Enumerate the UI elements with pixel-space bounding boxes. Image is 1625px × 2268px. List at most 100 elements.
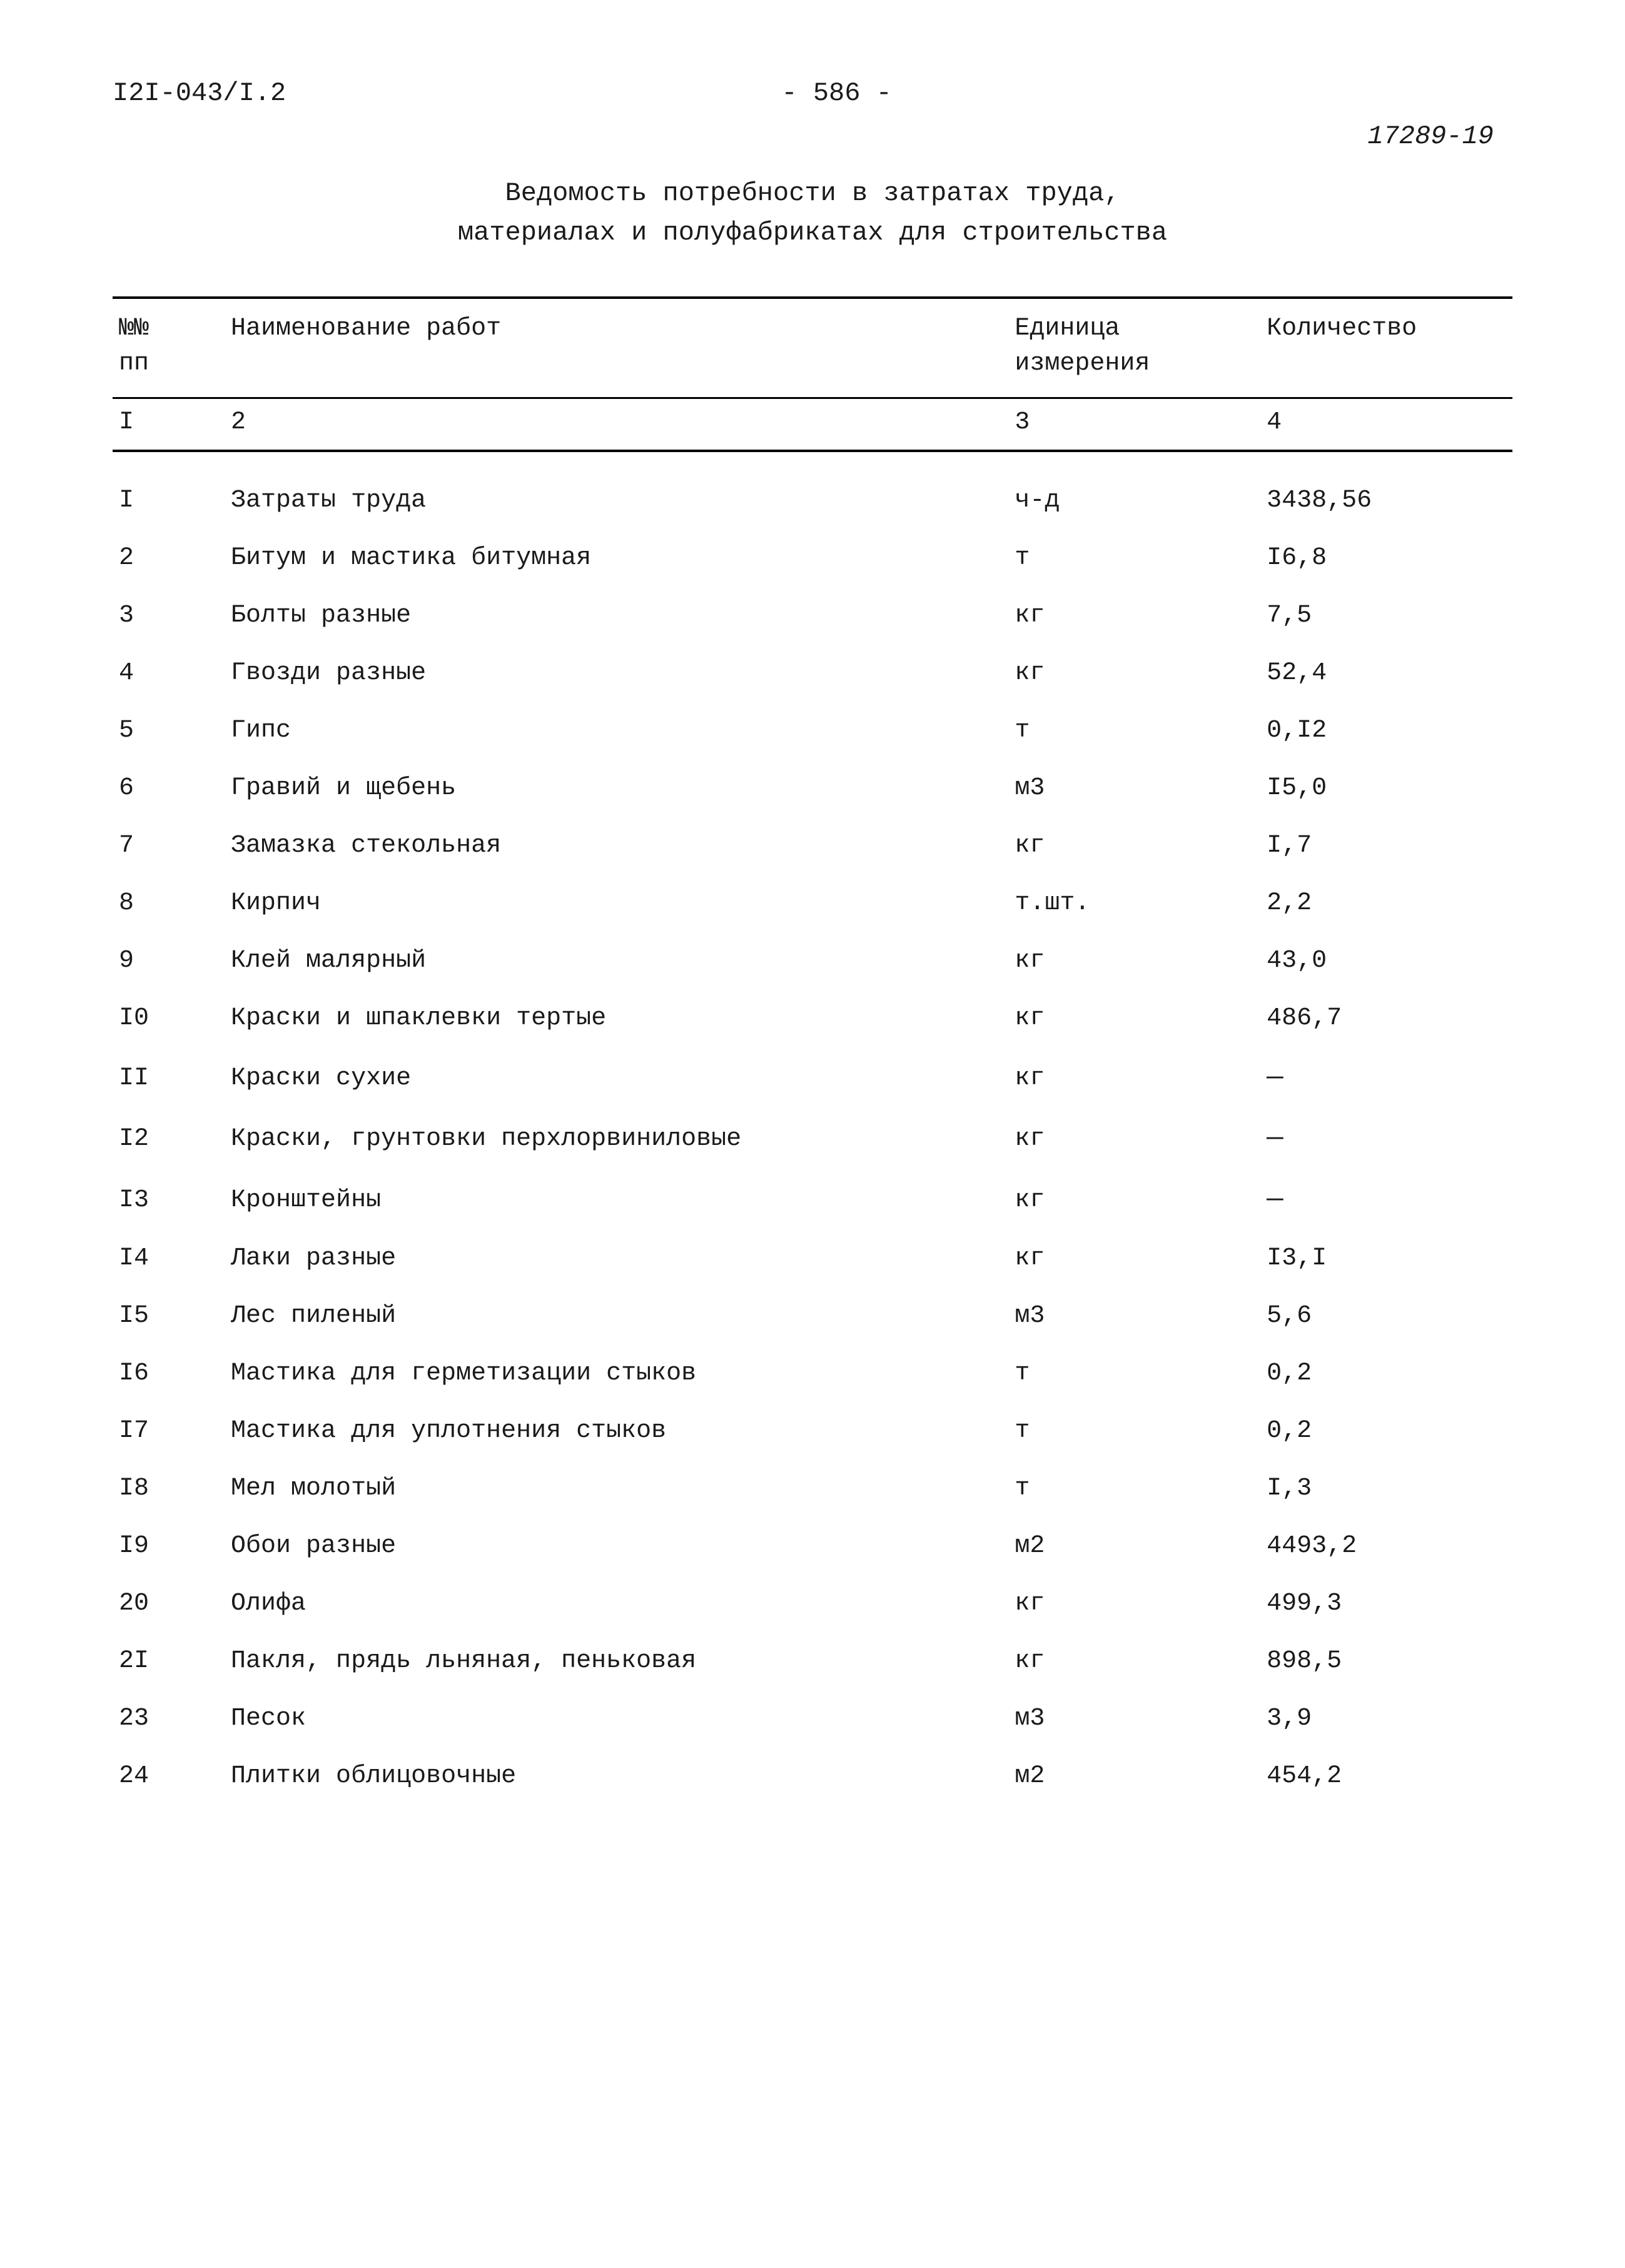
col-header-qty: Количество (1260, 298, 1512, 398)
row-name: Краски сухие (225, 1047, 1008, 1109)
row-name: Обои разные (225, 1518, 1008, 1575)
row-quantity: 52,4 (1260, 645, 1512, 702)
table-row: I3Кронштейныкг— (113, 1169, 1512, 1231)
table-row: I6Мастика для герметизации стыковт0,2 (113, 1345, 1512, 1403)
table-row: 3Болты разныекг7,5 (113, 587, 1512, 645)
row-name: Гипс (225, 702, 1008, 760)
document-title: Ведомость потребности в затратах труда, … (113, 174, 1512, 253)
row-unit: м2 (1008, 1518, 1260, 1575)
table-row: 4Гвозди разныекг52,4 (113, 645, 1512, 702)
table-column-number-row: I 2 3 4 (113, 398, 1512, 451)
table-row: I9Обои разныем24493,2 (113, 1518, 1512, 1575)
row-quantity: 4493,2 (1260, 1518, 1512, 1575)
row-quantity: 2,2 (1260, 875, 1512, 932)
row-unit: кг (1008, 990, 1260, 1047)
row-quantity: 898,5 (1260, 1633, 1512, 1690)
table-row: I4Лаки разныекгI3,I (113, 1230, 1512, 1288)
table-row: I2Краски, грунтовки перхлорвиниловыекг— (113, 1108, 1512, 1169)
table-row: I5Лес пиленыйм35,6 (113, 1288, 1512, 1345)
row-quantity: 486,7 (1260, 990, 1512, 1047)
table-row: 2IПакля, прядь льняная, пеньковаякг898,5 (113, 1633, 1512, 1690)
row-number: I2 (113, 1108, 225, 1169)
table-row: IЗатраты трудач-д3438,56 (113, 451, 1512, 530)
row-number: 9 (113, 932, 225, 990)
row-name: Гвозди разные (225, 645, 1008, 702)
row-unit: т (1008, 530, 1260, 587)
row-name: Мастика для уплотнения стыков (225, 1403, 1008, 1460)
row-name: Гравий и щебень (225, 760, 1008, 817)
title-line-2: материалах и полуфабрикатах для строител… (458, 218, 1167, 248)
row-quantity: — (1260, 1169, 1512, 1231)
table-body: IЗатраты трудач-д3438,562Битум и мастика… (113, 451, 1512, 1806)
page-number: - 586 - (286, 75, 1387, 112)
row-number: I8 (113, 1460, 225, 1518)
row-unit: т (1008, 1345, 1260, 1403)
row-number: I6 (113, 1345, 225, 1403)
table-row: 2Битум и мастика битумнаятI6,8 (113, 530, 1512, 587)
row-name: Мел молотый (225, 1460, 1008, 1518)
table-header-row: №№пп Наименование работ Единицаизмерения… (113, 298, 1512, 398)
row-number: I9 (113, 1518, 225, 1575)
row-name: Клей малярный (225, 932, 1008, 990)
row-name: Пакля, прядь льняная, пеньковая (225, 1633, 1008, 1690)
row-unit: кг (1008, 1169, 1260, 1231)
row-name: Лес пиленый (225, 1288, 1008, 1345)
table-row: 5Гипст0,I2 (113, 702, 1512, 760)
row-number: I7 (113, 1403, 225, 1460)
row-unit: кг (1008, 645, 1260, 702)
row-quantity: 0,I2 (1260, 702, 1512, 760)
table-row: 7Замазка стекольнаякгI,7 (113, 817, 1512, 875)
row-unit: ч-д (1008, 451, 1260, 530)
row-name: Лаки разные (225, 1230, 1008, 1288)
col-header-name: Наименование работ (225, 298, 1008, 398)
row-name: Краски и шпаклевки тертые (225, 990, 1008, 1047)
table-row: IIКраски сухиекг— (113, 1047, 1512, 1109)
row-quantity: 3438,56 (1260, 451, 1512, 530)
row-unit: т.шт. (1008, 875, 1260, 932)
row-number: I5 (113, 1288, 225, 1345)
table-row: 20Олифакг499,3 (113, 1575, 1512, 1633)
table-row: 24Плитки облицовочныем2454,2 (113, 1748, 1512, 1805)
row-number: 4 (113, 645, 225, 702)
row-quantity: 7,5 (1260, 587, 1512, 645)
col-num-2: 2 (225, 398, 1008, 451)
page-header: I2I-043/I.2 - 586 - (113, 75, 1512, 112)
row-name: Болты разные (225, 587, 1008, 645)
row-unit: кг (1008, 1108, 1260, 1169)
row-quantity: 5,6 (1260, 1288, 1512, 1345)
row-unit: т (1008, 1403, 1260, 1460)
row-quantity: 454,2 (1260, 1748, 1512, 1805)
row-number: 6 (113, 760, 225, 817)
col-num-3: 3 (1008, 398, 1260, 451)
row-unit: м3 (1008, 1288, 1260, 1345)
table-row: 6Гравий и щебеньм3I5,0 (113, 760, 1512, 817)
row-name: Олифа (225, 1575, 1008, 1633)
row-unit: м3 (1008, 1690, 1260, 1748)
row-unit: кг (1008, 587, 1260, 645)
handwritten-reference: 17289-19 (113, 118, 1512, 155)
row-unit: т (1008, 702, 1260, 760)
table-row: I7Мастика для уплотнения стыковт0,2 (113, 1403, 1512, 1460)
row-unit: м2 (1008, 1748, 1260, 1805)
col-header-number: №№пп (113, 298, 225, 398)
row-name: Плитки облицовочные (225, 1748, 1008, 1805)
row-quantity: 0,2 (1260, 1403, 1512, 1460)
row-quantity: I,3 (1260, 1460, 1512, 1518)
row-number: I0 (113, 990, 225, 1047)
row-unit: кг (1008, 932, 1260, 990)
row-unit: кг (1008, 1230, 1260, 1288)
row-number: 8 (113, 875, 225, 932)
title-line-1: Ведомость потребности в затратах труда, (505, 178, 1120, 208)
col-header-unit: Единицаизмерения (1008, 298, 1260, 398)
row-quantity: 43,0 (1260, 932, 1512, 990)
row-quantity: 3,9 (1260, 1690, 1512, 1748)
row-unit: м3 (1008, 760, 1260, 817)
row-number: 20 (113, 1575, 225, 1633)
row-number: 24 (113, 1748, 225, 1805)
table-row: 8Кирпичт.шт.2,2 (113, 875, 1512, 932)
row-quantity: I3,I (1260, 1230, 1512, 1288)
row-name: Песок (225, 1690, 1008, 1748)
row-name: Краски, грунтовки перхлорвиниловые (225, 1108, 1008, 1169)
row-name: Затраты труда (225, 451, 1008, 530)
row-number: I4 (113, 1230, 225, 1288)
